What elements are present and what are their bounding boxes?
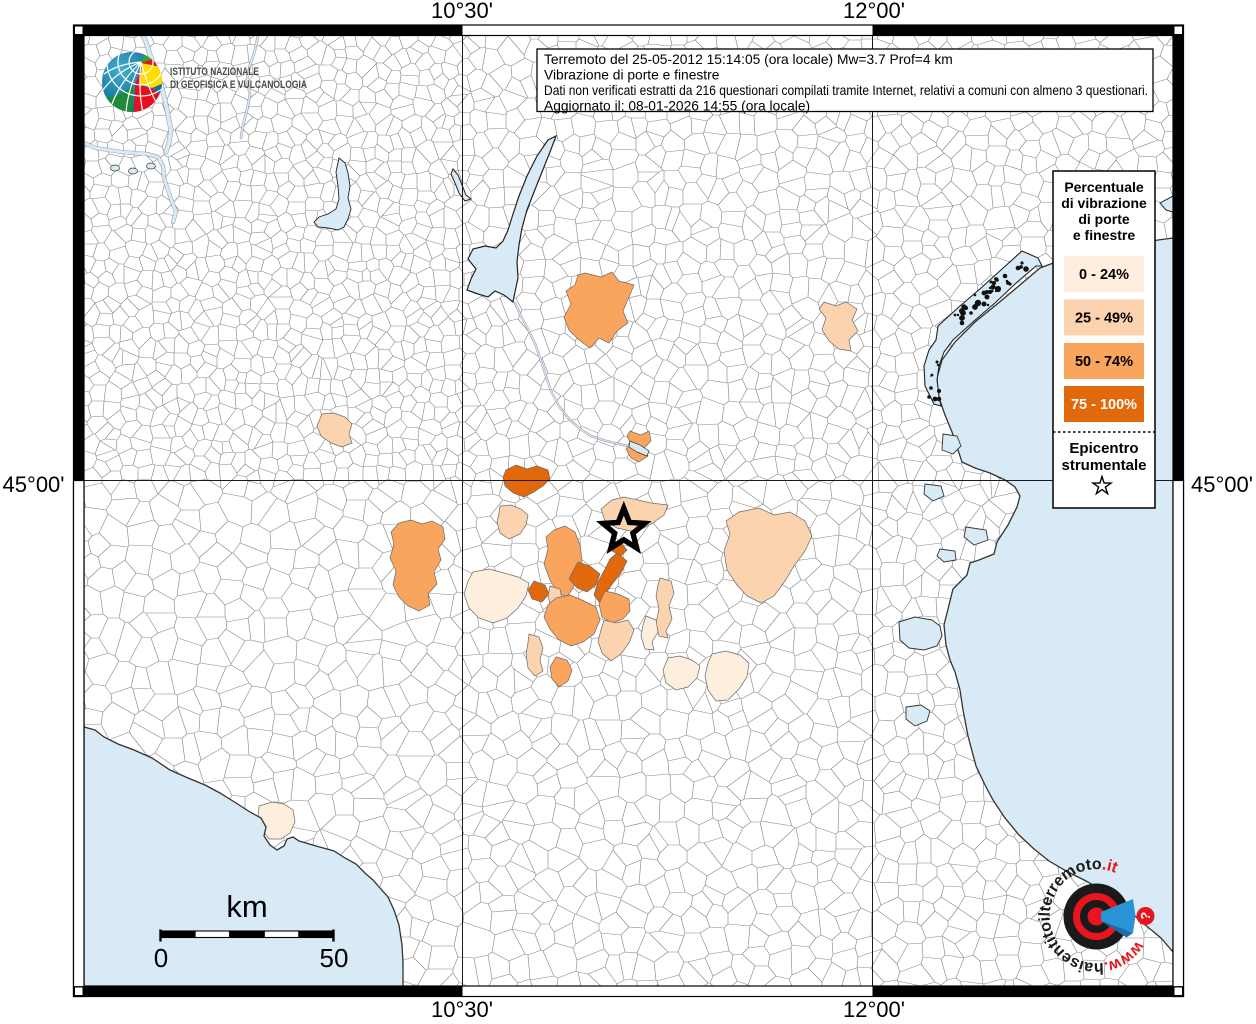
svg-text:Dati non verificati estratti d: Dati non verificati estratti da 216 ques… xyxy=(544,83,1148,98)
svg-text:10°30': 10°30' xyxy=(431,997,493,1022)
svg-text:45°00': 45°00' xyxy=(3,472,65,497)
svg-text:10°30': 10°30' xyxy=(431,0,493,23)
svg-text:Percentuale: Percentuale xyxy=(1064,179,1144,195)
svg-text:12°00': 12°00' xyxy=(843,0,905,23)
svg-text:50 - 74%: 50 - 74% xyxy=(1075,354,1133,370)
svg-text:Aggiornato il: 08-01-2026 14:5: Aggiornato il: 08-01-2026 14:55 (ora loc… xyxy=(544,99,810,114)
svg-text:ISTITUTO NAZIONALE: ISTITUTO NAZIONALE xyxy=(170,66,259,78)
svg-text:di vibrazione: di vibrazione xyxy=(1061,195,1147,211)
svg-text:e finestre: e finestre xyxy=(1073,227,1135,243)
svg-text:0 - 24%: 0 - 24% xyxy=(1079,267,1129,283)
svg-text:12°00': 12°00' xyxy=(843,997,905,1022)
svg-text:?: ? xyxy=(1137,911,1153,921)
svg-text:75 - 100%: 75 - 100% xyxy=(1071,397,1137,413)
svg-text:45°00': 45°00' xyxy=(1191,472,1253,497)
svg-text:di porte: di porte xyxy=(1078,211,1130,227)
svg-text:0: 0 xyxy=(154,943,168,973)
svg-text:Vibrazione di porte e finestre: Vibrazione di porte e finestre xyxy=(544,68,720,83)
svg-text:Terremoto del 25-05-2012 15:14: Terremoto del 25-05-2012 15:14:05 (ora l… xyxy=(544,52,953,67)
svg-text:Epicentro: Epicentro xyxy=(1069,440,1138,457)
svg-text:strumentale: strumentale xyxy=(1061,457,1146,474)
svg-text:50: 50 xyxy=(320,943,349,973)
svg-text:km: km xyxy=(226,889,267,924)
svg-text:DI GEOFISICA E VULCANOLOGIA: DI GEOFISICA E VULCANOLOGIA xyxy=(170,79,307,91)
svg-text:25 - 49%: 25 - 49% xyxy=(1075,311,1133,327)
